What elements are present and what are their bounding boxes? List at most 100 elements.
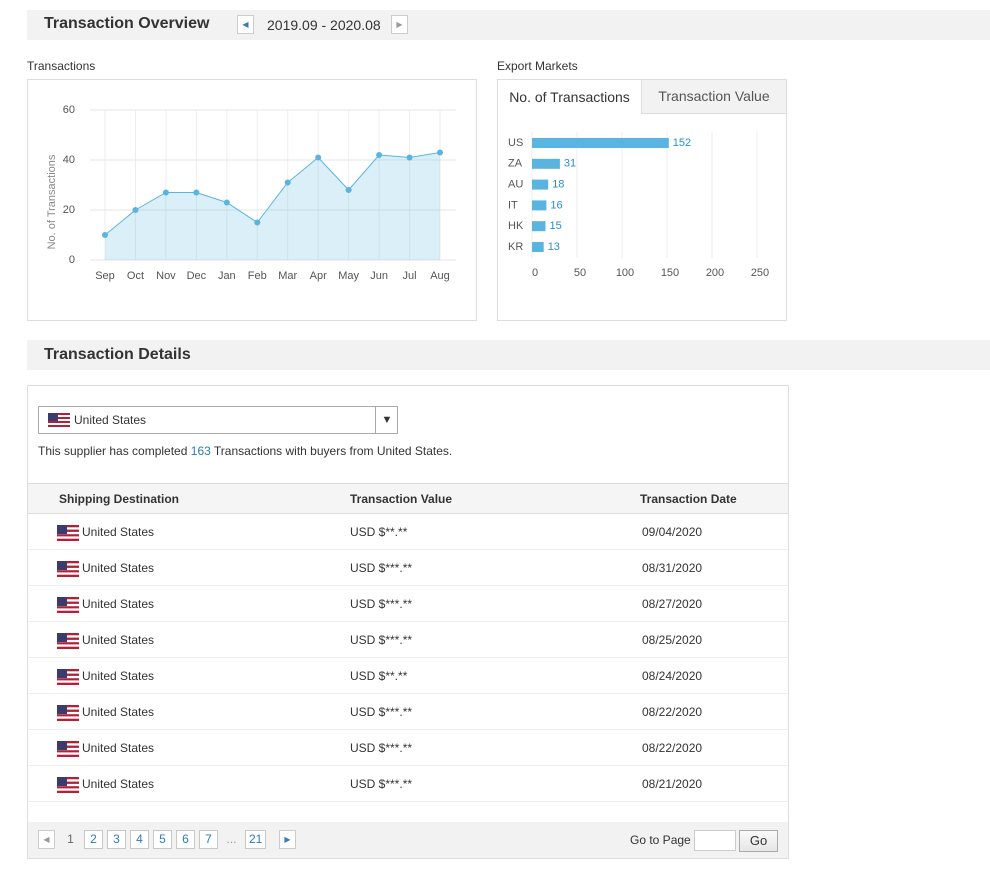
line-chart-title: Transactions [27,59,96,73]
details-box [27,385,789,859]
x-tick-label: Oct [127,270,144,282]
cell: 08/24/2020 [642,669,703,683]
cell: United States [82,633,155,647]
flag [57,741,79,757]
cell: 08/27/2020 [642,597,703,611]
point [223,199,230,206]
bar-chart: 0 50 100 150 200 250 US 152 ZA 31 AU 18 IT 16 HK 15 KR 13 [508,132,769,279]
cell: USD $***.** [350,741,413,755]
point [162,189,169,196]
point [102,232,108,238]
tab[interactable]: Transaction Value [642,80,786,114]
details-title: Transaction Details [44,346,191,363]
next-period[interactable]: ▶ [391,15,408,34]
x-tick-label: 150 [661,267,679,279]
page-button[interactable]: 7 [199,830,218,849]
x-tick-label: 250 [751,267,769,279]
bar [532,200,547,211]
table-row [28,694,788,730]
line-chart-box [27,79,477,321]
x-tick-label: May [338,270,359,282]
bar [532,242,544,252]
x-tick-label: 50 [574,267,586,279]
page-button[interactable]: 3 [107,830,126,849]
period: 2019.09 - 2020.08 [267,17,381,33]
goto-label: Go to Page [630,833,691,847]
table-header [28,483,788,514]
value-label: 31 [564,158,576,170]
line [104,152,441,236]
point [193,189,200,196]
x-tick-label: Apr [310,270,327,282]
cell: USD $**.** [350,525,408,539]
page-button: ... [226,832,237,846]
flag [57,597,79,613]
flag [57,705,79,721]
x-tick-label: 100 [616,267,634,279]
cell: United States [82,705,155,719]
cell: United States [82,777,155,791]
x-tick-label: Dec [187,270,207,282]
tab[interactable]: No. of Transactions [498,80,642,114]
table-row [28,550,788,586]
flag [57,561,79,577]
overview-title: Transaction Overview [44,15,210,32]
next-page[interactable]: ▶ [279,830,296,849]
cell: USD $***.** [350,705,413,719]
x-tick-label: 0 [532,267,538,279]
summary-count: 163 [190,444,211,458]
value-label: 18 [552,179,564,191]
table-row [28,766,788,802]
page-button[interactable]: 21 [245,830,267,849]
table-row [28,514,788,550]
point [406,154,413,161]
bar-chart-title: Export Markets [497,59,578,73]
page-button[interactable]: 2 [84,830,103,849]
column-header: Shipping Destination [59,492,179,506]
summary-text: Transactions with buyers from United Sta… [213,444,453,458]
cell: 08/22/2020 [642,705,703,719]
page-input[interactable] [694,830,736,851]
y-tick-label: 0 [69,254,75,266]
overview-header [27,10,990,40]
area [105,152,440,260]
cell: 08/25/2020 [642,633,703,647]
value-label: 13 [548,241,560,253]
go-button[interactable]: Go [739,830,778,852]
details-header [27,340,990,370]
cell: USD $***.** [350,777,413,791]
x-tick-label: Jun [370,270,388,282]
y-axis-label: No. of Transactions [46,154,58,249]
y-tick-label: HK [508,220,524,232]
page-button[interactable]: 4 [130,830,149,849]
table-row [28,586,788,622]
y-tick-label: IT [508,199,518,211]
x-tick-label: Feb [248,270,267,282]
table-row [28,622,788,658]
y-tick-label: US [508,137,523,149]
page-button[interactable]: 5 [153,830,172,849]
table-row [28,658,788,694]
x-tick-label: Nov [156,270,176,282]
y-tick-label: 20 [63,204,75,216]
flag [57,669,79,685]
page-button: 1 [67,832,74,846]
prev-page[interactable]: ◀ [38,830,55,849]
x-tick-label: Jan [218,270,236,282]
summary-text: This supplier has completed [38,444,188,458]
x-tick-label: Sep [95,270,115,282]
flag [48,413,70,427]
y-tick-label: AU [508,179,523,191]
point [254,219,261,226]
cell: United States [82,561,155,575]
line-chart: No. of Transactions Sep Oct Nov Dec Jan Feb Ma… [46,104,456,282]
page-button[interactable]: 6 [176,830,195,849]
cell: 08/31/2020 [642,561,703,575]
cell: United States [82,741,155,755]
cell: 08/21/2020 [642,777,703,791]
prev-period[interactable]: ◀ [237,15,254,34]
country-select[interactable]: United States ▼ [38,406,398,434]
dropdown-arrow[interactable]: ▼ [375,407,398,433]
point [315,154,322,161]
value-label: 16 [550,199,562,211]
